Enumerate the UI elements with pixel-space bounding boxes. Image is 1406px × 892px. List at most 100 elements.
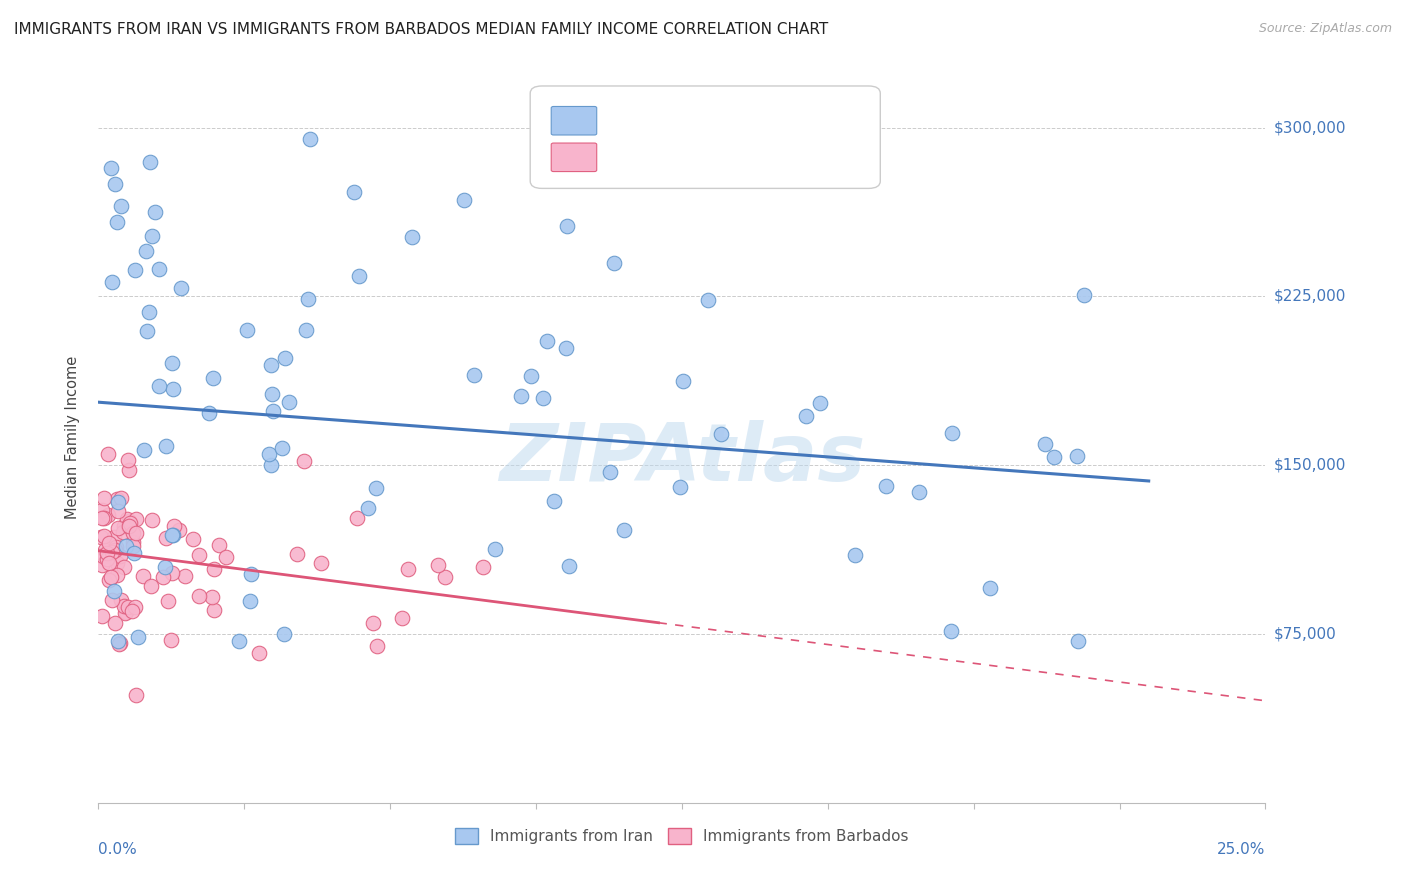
Point	[148, 261, 170, 276]
Point	[105, 568, 128, 582]
Point	[510, 389, 533, 403]
Point	[292, 453, 315, 467]
Point	[215, 549, 238, 564]
Point	[104, 177, 127, 191]
Text: 0.0%: 0.0%	[98, 842, 138, 856]
Point	[160, 633, 183, 648]
Point	[91, 511, 114, 525]
Point	[91, 503, 114, 517]
Point	[110, 199, 132, 213]
Point	[100, 275, 122, 289]
Point	[188, 549, 211, 563]
Point	[453, 193, 475, 207]
Point	[555, 341, 578, 355]
Text: R =: R =	[603, 150, 636, 164]
Point	[520, 369, 543, 384]
Point	[181, 533, 204, 547]
Text: 85: 85	[747, 150, 768, 164]
Point	[710, 426, 733, 441]
Point	[163, 518, 186, 533]
Text: Source: ZipAtlas.com: Source: ZipAtlas.com	[1258, 22, 1392, 36]
Point	[202, 562, 225, 576]
Point	[105, 491, 128, 506]
Point	[260, 359, 283, 373]
Point	[121, 525, 143, 540]
Point	[111, 524, 134, 539]
Point	[141, 512, 163, 526]
Point	[202, 371, 225, 385]
Point	[125, 525, 148, 540]
Point	[543, 493, 565, 508]
Point	[157, 593, 180, 607]
Point	[463, 368, 485, 382]
Point	[262, 387, 284, 401]
Point	[141, 228, 163, 243]
Point	[672, 374, 695, 388]
Point	[228, 633, 250, 648]
Text: $150,000: $150,000	[1274, 458, 1346, 473]
Point	[875, 479, 897, 493]
Point	[201, 591, 224, 605]
Point	[613, 523, 636, 537]
Point	[110, 592, 132, 607]
Point	[153, 559, 176, 574]
Point	[112, 519, 135, 533]
Point	[115, 511, 138, 525]
Point	[342, 185, 364, 199]
Point	[188, 590, 211, 604]
Point	[117, 452, 139, 467]
Point	[271, 442, 294, 456]
Point	[139, 579, 162, 593]
Point	[93, 491, 115, 505]
Point	[174, 569, 197, 583]
Point	[115, 539, 138, 553]
Point	[939, 624, 962, 639]
Point	[941, 425, 963, 440]
Point	[107, 504, 129, 518]
Text: IMMIGRANTS FROM IRAN VS IMMIGRANTS FROM BARBADOS MEDIAN FAMILY INCOME CORRELATIO: IMMIGRANTS FROM IRAN VS IMMIGRANTS FROM …	[14, 22, 828, 37]
Point	[311, 556, 333, 570]
Point	[94, 542, 117, 557]
Point	[124, 263, 146, 277]
Point	[357, 501, 380, 516]
Point	[98, 556, 121, 570]
Point	[104, 542, 127, 557]
Point	[155, 440, 177, 454]
Point	[257, 447, 280, 461]
Point	[260, 458, 283, 473]
Point	[108, 635, 131, 649]
Point	[90, 548, 112, 562]
Point	[105, 556, 128, 570]
Point	[235, 323, 257, 337]
Point	[118, 519, 141, 533]
Text: ZIPAtlas: ZIPAtlas	[499, 420, 865, 498]
Point	[162, 527, 184, 541]
Point	[132, 569, 155, 583]
Point	[91, 609, 114, 624]
Point	[364, 481, 387, 495]
Point	[138, 154, 160, 169]
Point	[669, 480, 692, 494]
Text: 82: 82	[747, 113, 768, 128]
Point	[1043, 450, 1066, 464]
Point	[346, 511, 368, 525]
Point	[125, 688, 148, 702]
Point	[1033, 436, 1056, 450]
Point	[100, 570, 122, 584]
Point	[118, 463, 141, 477]
Point	[107, 633, 129, 648]
Point	[239, 594, 262, 608]
Point	[162, 382, 184, 396]
FancyBboxPatch shape	[551, 143, 596, 171]
Text: $75,000: $75,000	[1274, 626, 1337, 641]
Point	[105, 215, 128, 229]
FancyBboxPatch shape	[530, 86, 880, 188]
Text: -0.161: -0.161	[633, 113, 688, 128]
Point	[603, 256, 626, 270]
Point	[277, 395, 299, 409]
Point	[90, 530, 112, 544]
Point	[295, 323, 318, 337]
Point	[103, 530, 125, 544]
Point	[285, 547, 308, 561]
Point	[114, 606, 136, 620]
